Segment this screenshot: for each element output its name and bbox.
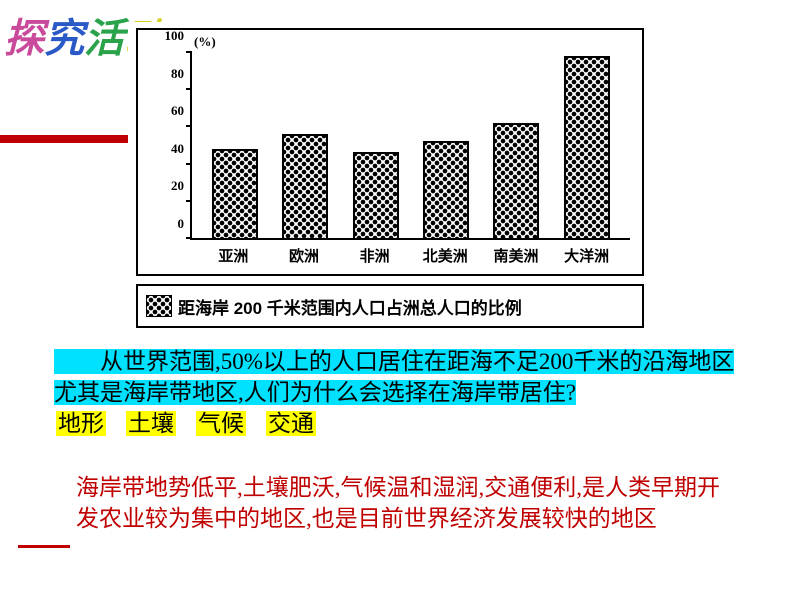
- legend-swatch: [146, 295, 172, 317]
- small-accent-line: [18, 545, 70, 548]
- x-tick-label: 欧洲: [281, 245, 327, 266]
- chart-legend: 距海岸 200 千米范围内人口占洲总人口的比例: [136, 284, 644, 328]
- tag: 地形: [56, 411, 106, 436]
- chart-bar: [353, 152, 399, 238]
- y-tick-label: 40: [152, 141, 184, 157]
- y-axis-unit: (%): [194, 34, 216, 50]
- question-body: 从世界范围,50%以上的人口居住在距海不足200千米的沿海地区尤其是海岸带地区,…: [54, 349, 734, 405]
- chart-bar: [423, 141, 469, 238]
- x-axis-labels: 亚洲 欧洲 非洲 北美洲 南美洲 大洋洲: [190, 245, 630, 266]
- chart-bars: [192, 52, 630, 238]
- chart-bar: [564, 56, 610, 238]
- tag: 气候: [196, 411, 246, 436]
- tag: 交通: [266, 411, 316, 436]
- chart-frame: (%) 0 20 40 60 80 100 亚洲 欧洲 非洲 北美洲 南美洲 大洋洲: [136, 28, 644, 276]
- accent-line: [0, 135, 128, 143]
- chart-bar: [282, 134, 328, 238]
- x-tick-label: 南美洲: [493, 245, 539, 266]
- y-tick-label: 80: [152, 66, 184, 82]
- legend-text: 距海岸 200 千米范围内人口占洲总人口的比例: [178, 294, 522, 319]
- population-chart: (%) 0 20 40 60 80 100 亚洲 欧洲 非洲 北美洲 南美洲 大洋洲 距海岸 200…: [128, 22, 652, 342]
- y-axis-ticks: 020406080100: [152, 52, 184, 240]
- y-tick-label: 20: [152, 178, 184, 194]
- question-tags: 地形土壤气候交通: [56, 408, 336, 439]
- answer-text: 海岸带地势低平,土壤肥沃,气候温和湿润,交通便利,是人类早期开发农业较为集中的地…: [76, 472, 726, 534]
- y-tick-label: 0: [152, 216, 184, 232]
- x-tick-label: 大洋洲: [564, 245, 610, 266]
- y-tick-label: 60: [152, 103, 184, 119]
- chart-plot: [190, 52, 630, 240]
- question-text: 从世界范围,50%以上的人口居住在距海不足200千米的沿海地区尤其是海岸带地区,…: [54, 346, 738, 439]
- chart-bar: [493, 123, 539, 238]
- x-tick-label: 北美洲: [422, 245, 468, 266]
- x-tick-label: 亚洲: [210, 245, 256, 266]
- x-tick-label: 非洲: [352, 245, 398, 266]
- y-tick-label: 100: [152, 28, 184, 44]
- chart-bar: [212, 149, 258, 238]
- tag: 土壤: [126, 411, 176, 436]
